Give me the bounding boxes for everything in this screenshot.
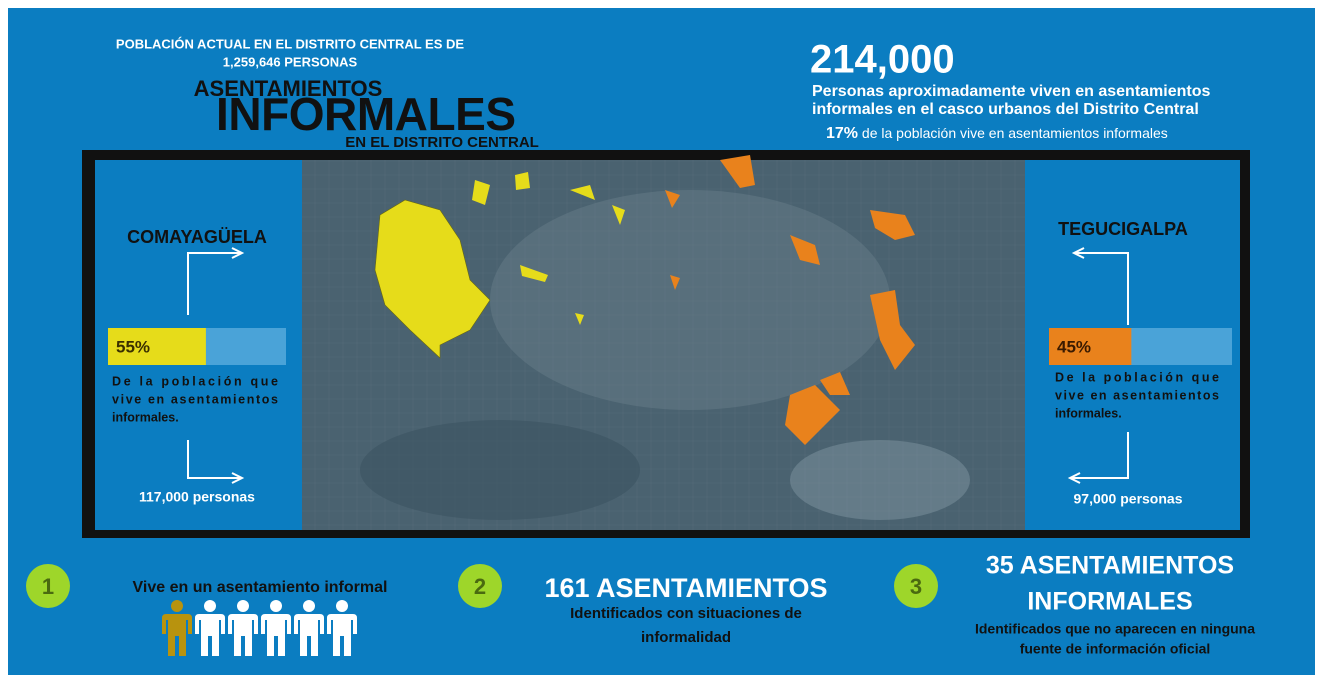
fact-text: Identificados con situaciones de: [570, 605, 802, 622]
summary-line: informales en el casco urbanos del Distr…: [812, 101, 1199, 118]
fact-heading: INFORMALES: [1027, 588, 1192, 616]
fact-heading: 35 ASENTAMIENTOS: [986, 552, 1234, 580]
summary-share: 17% de la población vive en asentamiento…: [826, 125, 1168, 143]
fact-text: Vive en un asentamiento informal: [133, 579, 388, 596]
percent-label: 55%: [116, 337, 150, 356]
district-name: TEGUCIGALPA: [1058, 219, 1188, 239]
badge-number: 1: [42, 574, 54, 599]
fact-text: Identificados que no aparecen en ninguna: [975, 621, 1255, 637]
badge-number: 2: [474, 574, 486, 599]
share-value: 17%: [826, 125, 858, 142]
summary-total: 214,000: [810, 38, 955, 82]
badge-number: 3: [910, 574, 922, 599]
fact-heading: 161 ASENTAMIENTOS: [544, 573, 827, 603]
number-badge: [894, 564, 938, 608]
title-top: ASENTAMIENTOS: [194, 76, 383, 101]
people-count: 117,000 personas: [139, 489, 255, 505]
district-name: COMAYAGÜELA: [127, 227, 267, 247]
percent-label: 45%: [1057, 337, 1091, 356]
panel-text: informales.: [112, 410, 179, 424]
fact-text: informalidad: [641, 629, 731, 646]
summary-line: Personas aproximadamente viven en asenta…: [812, 83, 1210, 100]
map: [302, 155, 1025, 530]
arrow: [187, 440, 245, 484]
arrow: [1067, 432, 1129, 484]
population-line: POBLACIÓN ACTUAL EN EL DISTRITO CENTRAL …: [116, 36, 464, 51]
title-main: INFORMALES: [216, 88, 516, 140]
percent-bar: [1049, 328, 1132, 365]
title-bottom: EN EL DISTRITO CENTRAL: [345, 134, 539, 151]
arrow: [187, 247, 245, 315]
population-line: 1,259,646 PERSONAS: [223, 54, 358, 69]
share-text: de la población vive en asentamientos in…: [858, 125, 1168, 141]
people-count: 97,000 personas: [1074, 491, 1183, 507]
fact-text: fuente de información oficial: [1020, 641, 1211, 657]
panel-text: informales.: [1055, 406, 1122, 420]
number-badge: [458, 564, 502, 608]
number-badge: [26, 564, 70, 608]
percent-bar: [108, 328, 206, 365]
arrow: [1071, 247, 1129, 325]
